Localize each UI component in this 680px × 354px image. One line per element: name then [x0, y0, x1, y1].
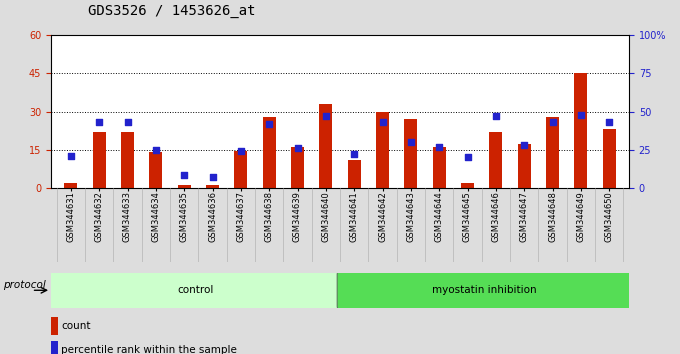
Point	[94, 119, 105, 125]
Text: GSM344638: GSM344638	[265, 191, 273, 242]
Text: GSM344641: GSM344641	[350, 191, 358, 242]
Text: GSM344646: GSM344646	[492, 191, 500, 242]
Text: GSM344634: GSM344634	[152, 191, 160, 242]
FancyBboxPatch shape	[337, 271, 632, 310]
Text: GSM344631: GSM344631	[67, 191, 75, 242]
Text: protocol: protocol	[3, 280, 46, 290]
Bar	[320, 104, 333, 188]
Text: GSM344642: GSM344642	[378, 191, 387, 242]
Point	[547, 119, 558, 125]
Text: GSM344643: GSM344643	[407, 191, 415, 242]
Point	[349, 151, 360, 157]
Bar	[92, 132, 105, 188]
Bar	[405, 119, 418, 188]
Bar	[262, 116, 275, 188]
Bar	[235, 151, 248, 188]
Text: GSM344647: GSM344647	[520, 191, 528, 242]
Text: control: control	[177, 285, 214, 295]
Bar	[461, 183, 474, 188]
Text: GSM344632: GSM344632	[95, 191, 103, 242]
Bar	[575, 74, 588, 188]
Text: GSM344645: GSM344645	[463, 191, 472, 242]
Text: GSM344637: GSM344637	[237, 191, 245, 242]
Point	[405, 139, 416, 145]
Bar	[51, 341, 58, 354]
Text: GSM344648: GSM344648	[548, 191, 557, 242]
Point	[434, 144, 445, 149]
Text: GSM344636: GSM344636	[208, 191, 217, 242]
Point	[377, 119, 388, 125]
Point	[150, 147, 161, 152]
Text: GSM344633: GSM344633	[123, 191, 132, 242]
Bar	[291, 147, 304, 188]
Bar	[65, 183, 78, 188]
Point	[604, 119, 615, 125]
Point	[320, 113, 331, 119]
Bar	[376, 112, 389, 188]
Point	[122, 119, 133, 125]
Point	[207, 174, 218, 180]
Bar	[432, 147, 445, 188]
Point	[575, 112, 586, 118]
Bar	[121, 132, 134, 188]
Text: GSM344635: GSM344635	[180, 191, 188, 242]
Point	[519, 142, 530, 148]
Text: count: count	[61, 321, 90, 331]
Text: GSM344639: GSM344639	[293, 191, 302, 242]
Bar	[546, 116, 559, 188]
Bar	[347, 160, 360, 188]
Bar	[177, 185, 190, 188]
Text: GSM344640: GSM344640	[322, 191, 330, 242]
Bar	[490, 132, 503, 188]
Bar	[51, 317, 58, 336]
Point	[264, 121, 275, 126]
Bar	[602, 129, 615, 188]
Point	[65, 153, 76, 159]
Bar	[517, 144, 530, 188]
Text: GDS3526 / 1453626_at: GDS3526 / 1453626_at	[88, 4, 256, 18]
Text: GSM344644: GSM344644	[435, 191, 443, 242]
Point	[235, 148, 246, 154]
FancyBboxPatch shape	[48, 271, 343, 310]
Point	[179, 173, 190, 178]
Point	[292, 145, 303, 151]
Text: myostatin inhibition: myostatin inhibition	[432, 285, 537, 295]
Bar	[150, 152, 163, 188]
Text: GSM344649: GSM344649	[577, 191, 585, 242]
Text: GSM344650: GSM344650	[605, 191, 613, 242]
Bar	[206, 185, 219, 188]
Point	[490, 113, 501, 119]
Text: percentile rank within the sample: percentile rank within the sample	[61, 345, 237, 354]
Point	[462, 154, 473, 160]
